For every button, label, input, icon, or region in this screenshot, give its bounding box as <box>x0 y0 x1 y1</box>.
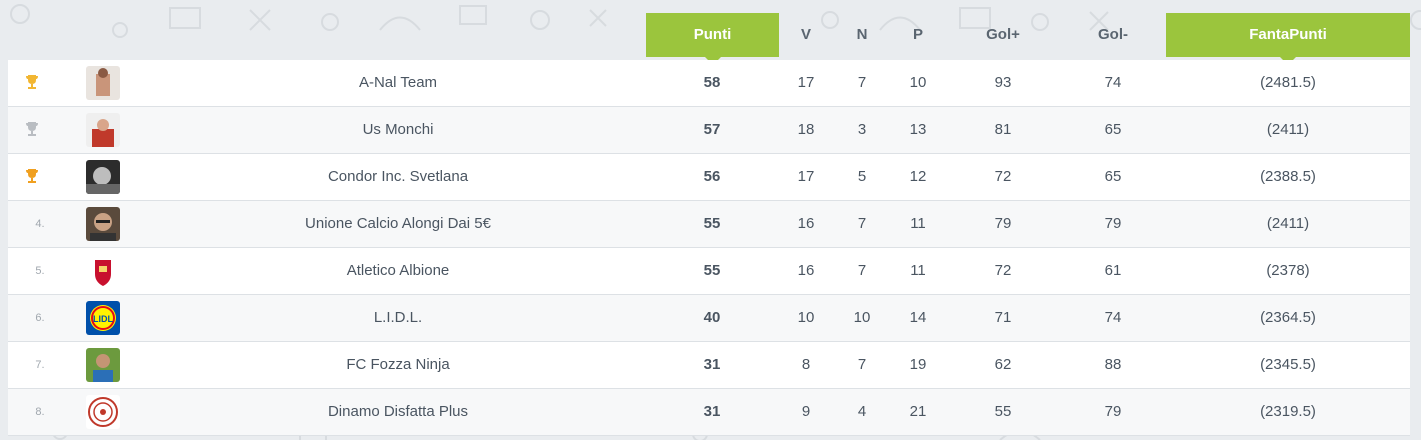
fantapunti-value: (2345.5) <box>1260 356 1316 373</box>
team-avatar[interactable] <box>86 395 120 429</box>
team-name[interactable]: Dinamo Disfatta Plus <box>327 403 469 420</box>
table-row[interactable]: A-Nal Team 58 17 7 10 93 74 (2481.5) <box>8 60 1410 107</box>
points-value: 40 <box>703 309 721 326</box>
draws-value: 7 <box>857 356 867 373</box>
goals-against-value: 79 <box>1104 215 1122 232</box>
goals-for-value: 93 <box>994 74 1012 91</box>
points-value: 56 <box>703 168 721 185</box>
fantapunti-value: (2378) <box>1266 262 1310 279</box>
points-value: 31 <box>703 403 721 420</box>
draws-value: 7 <box>857 262 867 279</box>
points-value: 31 <box>703 356 721 373</box>
goals-against-value: 88 <box>1104 356 1122 373</box>
fantapunti-value: (2481.5) <box>1260 74 1316 91</box>
fantapunti-value: (2411) <box>1266 121 1310 138</box>
team-avatar[interactable]: LIDL <box>86 301 120 335</box>
wins-value: 17 <box>797 168 815 185</box>
position-number: 7. <box>35 359 45 371</box>
team-name[interactable]: A-Nal Team <box>358 74 438 91</box>
losses-value: 10 <box>909 74 927 91</box>
draws-value: 3 <box>857 121 867 138</box>
table-row[interactable]: 6. LIDL L.I.D.L. 40 10 10 14 71 74 (2364.5) <box>8 295 1410 342</box>
header-fantapunti[interactable]: FantaPunti <box>1166 13 1410 65</box>
goals-against-value: 74 <box>1104 74 1122 91</box>
goals-for-value: 55 <box>994 403 1012 420</box>
goals-for-value: 81 <box>994 121 1012 138</box>
table-row[interactable]: 5. Atletico Albione 55 16 7 11 72 61 (2378) <box>8 248 1410 295</box>
team-avatar[interactable] <box>86 254 120 288</box>
goals-for-value: 62 <box>994 356 1012 373</box>
draws-value: 5 <box>857 168 867 185</box>
wins-value: 9 <box>801 403 811 420</box>
fantapunti-value: (2411) <box>1266 215 1310 232</box>
fantapunti-value: (2388.5) <box>1260 168 1316 185</box>
table-row[interactable]: Condor Inc. Svetlana 56 17 5 12 72 65 (2388.5) <box>8 154 1410 201</box>
position-number: 8. <box>35 406 45 418</box>
table-row[interactable]: Us Monchi 57 18 3 13 81 65 (2411) <box>8 107 1410 154</box>
goals-for-value: 79 <box>994 215 1012 232</box>
header-gol-minus[interactable]: Gol- <box>1098 26 1128 43</box>
team-name[interactable]: FC Fozza Ninja <box>346 356 450 373</box>
table-row[interactable]: 7. FC Fozza Ninja 31 8 7 19 62 88 (2345.5) <box>8 342 1410 389</box>
wins-value: 17 <box>797 74 815 91</box>
goals-for-value: 71 <box>994 309 1012 326</box>
wins-value: 8 <box>801 356 811 373</box>
header-p[interactable]: P <box>912 26 923 43</box>
goals-for-value: 72 <box>994 168 1012 185</box>
team-name[interactable]: Condor Inc. Svetlana <box>327 168 469 185</box>
losses-value: 11 <box>910 262 926 279</box>
header-punti[interactable]: Punti <box>646 13 779 65</box>
goals-against-value: 74 <box>1104 309 1122 326</box>
wins-value: 16 <box>797 262 815 279</box>
wins-value: 10 <box>797 309 815 326</box>
losses-value: 11 <box>910 215 926 232</box>
header-v[interactable]: V <box>800 26 811 43</box>
team-avatar[interactable] <box>86 160 120 194</box>
goals-against-value: 79 <box>1104 403 1122 420</box>
position-number: 6. <box>35 312 45 324</box>
wins-value: 16 <box>797 215 815 232</box>
points-value: 57 <box>703 121 721 138</box>
points-value: 55 <box>703 262 721 279</box>
svg-text:LIDL: LIDL <box>93 314 113 324</box>
team-name[interactable]: Us Monchi <box>362 121 434 138</box>
team-name[interactable]: Unione Calcio Alongi Dai 5€ <box>305 215 491 232</box>
header-gol-plus[interactable]: Gol+ <box>986 26 1020 43</box>
losses-value: 19 <box>909 356 927 373</box>
header-n[interactable]: N <box>856 26 868 43</box>
table-row[interactable]: 8. Dinamo Disfatta Plus 31 9 4 21 55 79 (2319.5) <box>8 389 1410 436</box>
position-number: 5. <box>35 265 45 277</box>
trophy-icon <box>26 75 38 89</box>
draws-value: 10 <box>853 309 871 326</box>
points-value: 55 <box>703 215 721 232</box>
fantapunti-value: (2319.5) <box>1260 403 1316 420</box>
team-name[interactable]: Atletico Albione <box>346 262 450 279</box>
trophy-icon <box>26 122 38 136</box>
fantapunti-value: (2364.5) <box>1260 309 1316 326</box>
team-name[interactable]: L.I.D.L. <box>373 309 423 326</box>
team-avatar[interactable] <box>86 207 120 241</box>
position-number: 4. <box>35 218 45 230</box>
goals-against-value: 61 <box>1104 262 1122 279</box>
team-avatar[interactable] <box>86 66 120 100</box>
draws-value: 7 <box>857 215 867 232</box>
goals-against-value: 65 <box>1104 121 1122 138</box>
trophy-icon <box>26 169 38 183</box>
losses-value: 14 <box>909 309 927 326</box>
draws-value: 4 <box>857 403 867 420</box>
losses-value: 12 <box>909 168 927 185</box>
table-header: Punti V N P Gol+ Gol- FantaPunti <box>0 13 1421 65</box>
team-avatar[interactable] <box>86 113 120 147</box>
team-avatar[interactable] <box>86 348 120 382</box>
draws-value: 7 <box>857 74 867 91</box>
losses-value: 13 <box>909 121 927 138</box>
wins-value: 18 <box>797 121 815 138</box>
points-value: 58 <box>703 74 721 91</box>
losses-value: 21 <box>909 403 927 420</box>
standings-table: A-Nal Team 58 17 7 10 93 74 (2481.5) Us Monchi 57… <box>8 60 1410 436</box>
table-row[interactable]: 4. Unione Calcio Alongi Dai 5€ 55 16 7 11 79 79… <box>8 201 1410 248</box>
goals-for-value: 72 <box>994 262 1012 279</box>
goals-against-value: 65 <box>1104 168 1122 185</box>
